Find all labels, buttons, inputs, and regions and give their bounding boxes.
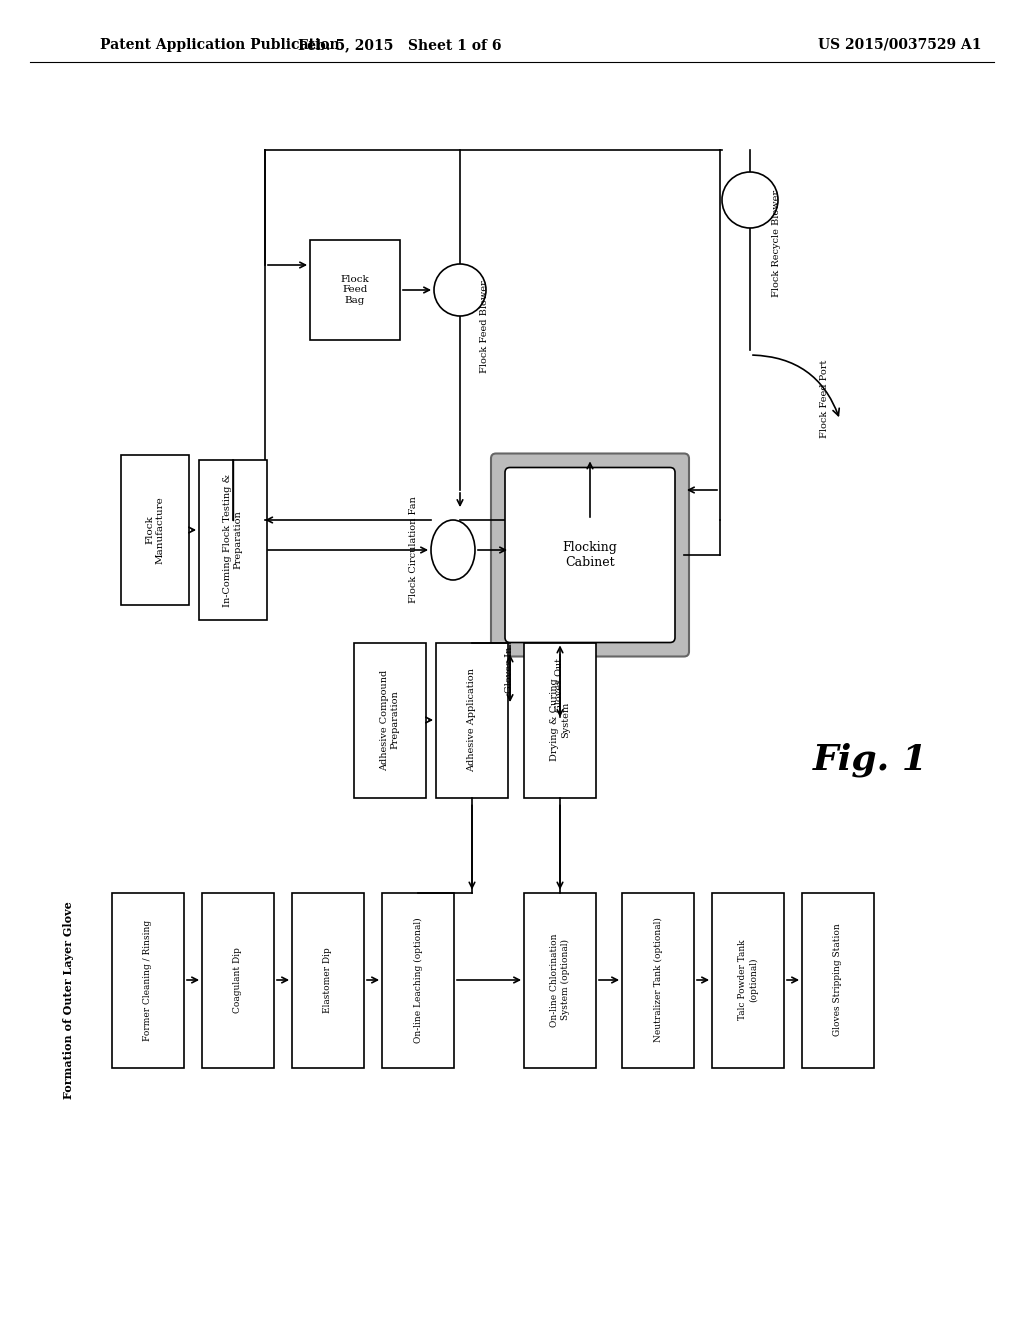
Bar — [202, 892, 274, 1068]
Text: Formation of Outer Layer Glove: Formation of Outer Layer Glove — [62, 902, 74, 1098]
Bar — [121, 455, 189, 605]
Text: Flock Circulation Fan: Flock Circulation Fan — [409, 496, 418, 603]
Text: Flock
Manufacture: Flock Manufacture — [145, 496, 165, 564]
Bar — [524, 892, 596, 1068]
Text: Talc Powder Tank
(optional): Talc Powder Tank (optional) — [738, 940, 758, 1020]
Text: Flock Feed Port: Flock Feed Port — [820, 360, 829, 438]
Bar — [354, 643, 426, 797]
Text: Elastomer Dip: Elastomer Dip — [324, 948, 333, 1012]
Bar — [310, 240, 400, 341]
Bar — [712, 892, 784, 1068]
Text: On-line Leaching (optional): On-line Leaching (optional) — [414, 917, 423, 1043]
Circle shape — [434, 264, 486, 315]
Text: Neutralizer Tank (optional): Neutralizer Tank (optional) — [653, 917, 663, 1043]
Text: Drying & Curing
System: Drying & Curing System — [550, 678, 569, 762]
Text: Patent Application Publication: Patent Application Publication — [100, 38, 340, 51]
Bar — [292, 892, 364, 1068]
Text: Feb. 5, 2015   Sheet 1 of 6: Feb. 5, 2015 Sheet 1 of 6 — [298, 38, 502, 51]
Text: Gloves Stripping Station: Gloves Stripping Station — [834, 924, 843, 1036]
FancyBboxPatch shape — [490, 454, 689, 656]
Bar — [112, 892, 184, 1068]
Text: Former Cleaning / Rinsing: Former Cleaning / Rinsing — [143, 920, 153, 1040]
Bar — [382, 892, 454, 1068]
Text: Gloves Out: Gloves Out — [555, 657, 564, 711]
Bar — [436, 643, 508, 797]
Text: Flock
Feed
Bag: Flock Feed Bag — [341, 275, 370, 305]
Text: Fig. 1: Fig. 1 — [812, 743, 928, 777]
Text: Flocking
Cabinet: Flocking Cabinet — [562, 541, 617, 569]
Ellipse shape — [431, 520, 475, 579]
Text: Flock Feed Blower: Flock Feed Blower — [480, 280, 489, 372]
Bar — [524, 643, 596, 797]
Bar — [622, 892, 694, 1068]
Bar — [802, 892, 874, 1068]
Bar — [199, 459, 267, 620]
Text: In-Coming Flock Testing &
Preparation: In-Coming Flock Testing & Preparation — [223, 474, 243, 607]
Text: On-line Chlorination
System (optional): On-line Chlorination System (optional) — [550, 933, 569, 1027]
FancyBboxPatch shape — [505, 467, 675, 643]
Text: US 2015/0037529 A1: US 2015/0037529 A1 — [818, 38, 982, 51]
Circle shape — [722, 172, 778, 228]
Text: Coagulant Dip: Coagulant Dip — [233, 946, 243, 1012]
Text: Adhesive Application: Adhesive Application — [468, 668, 476, 772]
Text: Adhesive Compound
Preparation: Adhesive Compound Preparation — [380, 669, 399, 771]
Text: Gloves In: Gloves In — [506, 647, 514, 693]
Text: Flock Recycle Blower: Flock Recycle Blower — [772, 190, 781, 297]
